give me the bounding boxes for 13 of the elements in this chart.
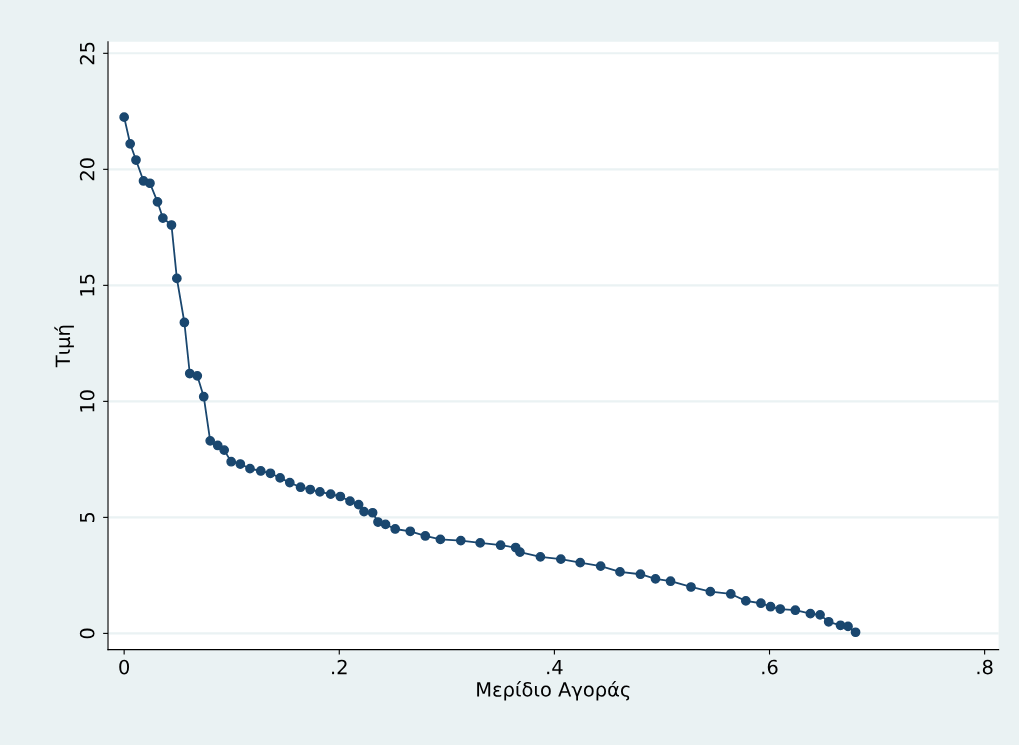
y-tick-label: 5 [80, 512, 95, 523]
x-tick-label: .6 [762, 659, 778, 675]
y-tick-label: 20 [79, 158, 95, 181]
x-tick-label: .2 [332, 659, 347, 675]
y-tick-label: 0 [79, 628, 95, 639]
y-tick-label: 25 [79, 42, 95, 65]
x-tick-label: .4 [547, 659, 563, 675]
y-axis-title: Τιμή [54, 325, 74, 368]
x-tick-label: 0 [119, 659, 130, 675]
y-tick-label: 10 [79, 390, 95, 412]
x-tick-label: .8 [977, 659, 993, 675]
x-axis-title: Μερίδιο Αγοράς [477, 680, 630, 701]
y-tick-label: 15 [80, 274, 95, 296]
